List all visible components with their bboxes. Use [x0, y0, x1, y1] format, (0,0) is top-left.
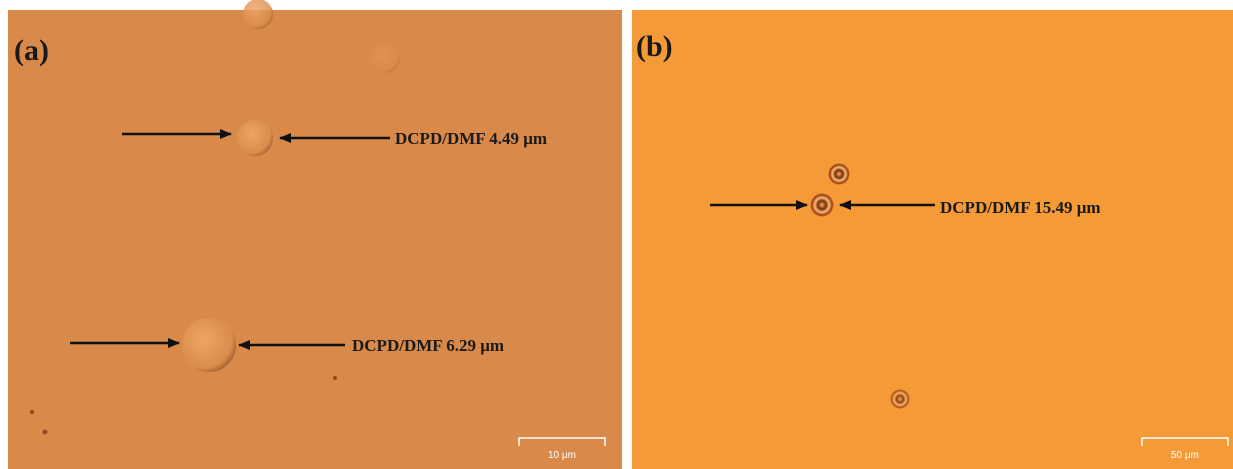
- droplet: [182, 318, 236, 372]
- droplet: [237, 120, 273, 156]
- figure: (a) DCPD/DMF 4.49 μm DCPD/DMF 6.29 μm 10…: [0, 0, 1233, 469]
- micrograph-a: [8, 10, 622, 469]
- micrograph-b: [632, 10, 1233, 469]
- droplet: [243, 0, 273, 29]
- scale-bar-label: 50 μm: [1171, 450, 1199, 461]
- annotation: DCPD/DMF 15.49 μm: [940, 198, 1101, 217]
- annotation: DCPD/DMF 6.29 μm: [352, 336, 504, 355]
- particle: [810, 193, 834, 217]
- panel-b: (b) DCPD/DMF 15.49 μm 50 μm: [632, 10, 1233, 469]
- panel-a: (a) DCPD/DMF 4.49 μm DCPD/DMF 6.29 μm 10…: [8, 0, 622, 469]
- particle: [890, 389, 910, 409]
- panel-label: (b): [636, 30, 673, 63]
- speck: [333, 376, 337, 380]
- speck: [43, 430, 48, 435]
- panel-label: (a): [14, 34, 49, 67]
- speck: [30, 410, 34, 414]
- scale-bar-label: 10 μm: [548, 450, 576, 461]
- particle: [828, 163, 850, 185]
- droplet: [370, 43, 400, 73]
- annotation: DCPD/DMF 4.49 μm: [395, 129, 547, 148]
